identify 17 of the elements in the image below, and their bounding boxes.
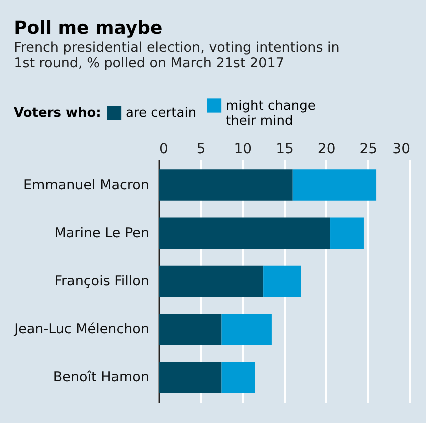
chart-title: Poll me maybe: [14, 18, 163, 39]
x-tick-label: 0: [160, 142, 168, 158]
y-tick-label: François Fillon: [54, 274, 150, 290]
x-tick-label: 30: [392, 142, 410, 158]
legend-label: are certain: [126, 106, 197, 122]
y-tick-label: Emmanuel Macron: [24, 177, 150, 194]
chart-subtitle: French presidential election, voting intentions in 1st round, % polled on March 21st 2017: [14, 40, 340, 72]
legend-label: might change their mind: [226, 98, 316, 129]
x-tick-label: 10: [234, 142, 252, 158]
y-tick-label: Benoît Hamon: [53, 370, 150, 386]
x-tick-label: 20: [318, 142, 336, 158]
x-tick-label: 25: [360, 142, 378, 158]
x-tick-label: 5: [196, 142, 206, 158]
y-tick-label: Marine Le Pen: [54, 225, 150, 242]
y-tick-label: Jean-Luc Mélenchon: [14, 322, 150, 338]
legend-title: Voters who:: [14, 106, 102, 121]
x-tick-label: 15: [276, 142, 294, 158]
